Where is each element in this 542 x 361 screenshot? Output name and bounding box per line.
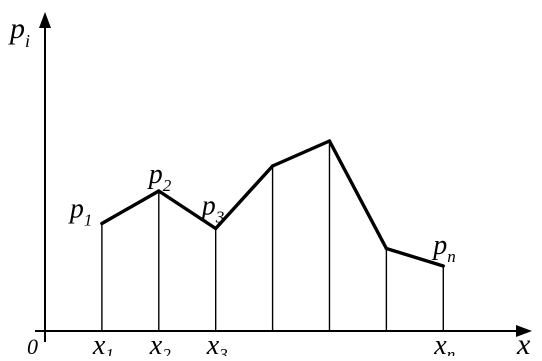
y-axis-arrow [39, 12, 51, 28]
polyline-segment-5 [327, 139, 389, 251]
x-tick-label-2-sub: 2 [162, 345, 171, 356]
polyline-segment-6 [384, 246, 445, 268]
data-polyline [100, 139, 445, 268]
x-tick-label-n-main: x [433, 330, 447, 356]
x-tick-labels: x1 x2 x3 xn [92, 330, 455, 361]
point-label-2-sub: 2 [163, 176, 172, 195]
point-label-2-main: p [147, 159, 163, 190]
x-tick-label-n-sub: n [447, 345, 456, 356]
point-label-1-main: p [68, 194, 84, 225]
x-tick-label-2-main: x [149, 330, 163, 356]
point-label-3-main: p [200, 191, 216, 222]
x-tick-label-1-main: x [92, 330, 106, 356]
y-axis-label-main: p [8, 12, 25, 45]
polyline-segment-1 [100, 189, 161, 226]
origin-label: 0 [27, 334, 38, 356]
polyline-segment-2 [157, 189, 218, 231]
point-label-3-sub: 3 [215, 208, 225, 227]
x-axis-label: x [516, 328, 531, 356]
point-label-3: p3 [200, 191, 225, 227]
x-axis-arrow [516, 325, 532, 337]
point-label-2: p2 [147, 159, 172, 195]
x-tick-label-2: x2 [149, 330, 171, 356]
point-label-n-sub: n [447, 247, 456, 266]
point-label-1-sub: 1 [84, 211, 93, 230]
point-label-n: pn [431, 230, 456, 266]
point-label-1: p1 [68, 194, 93, 230]
x-tick-label-1-sub: 1 [105, 345, 114, 356]
x-tick-label-3: x3 [206, 330, 228, 356]
x-tick-label-1: x1 [92, 330, 114, 356]
point-label-n-main: p [431, 230, 447, 261]
y-axis-label-sub: i [25, 31, 30, 51]
x-tick-label-3-main: x [206, 330, 220, 356]
polyline-segment-4 [270, 139, 332, 168]
vertical-droplines [101, 141, 444, 331]
axes: pi x 0 [8, 12, 532, 361]
y-axis-label: pi [8, 12, 30, 51]
x-tick-label-3-sub: 3 [218, 345, 228, 356]
x-tick-label-n: xn [433, 330, 455, 356]
polyline-segment-3 [213, 164, 275, 231]
